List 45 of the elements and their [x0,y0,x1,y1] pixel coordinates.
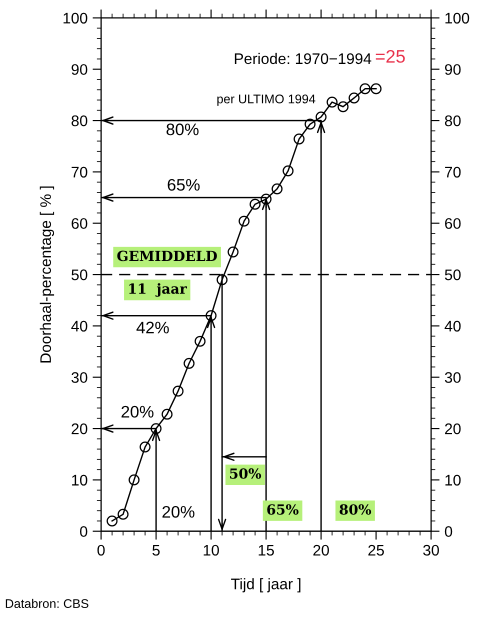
y2-tick-label: 20 [445,423,461,434]
y-tick-label: 20 [72,423,88,434]
annotation: 42% [136,322,169,334]
y-tick-label: 90 [72,64,88,75]
y2-tick-label: 100 [445,12,470,24]
y2-tick-label: 90 [444,64,461,75]
y2-tick-label: 60 [445,218,461,229]
text: Databron: CBS [6,598,88,608]
annotation: 80% [340,504,372,515]
y2-tick-label: 80 [444,115,461,126]
y2-tick-label: 70 [445,166,461,178]
y-tick-label: 60 [72,218,88,229]
y-axis-title: Doorhaal-percentage [ % ] [40,186,54,362]
y-tick-label: 0 [80,526,88,537]
x-axis-title: Tijd [ jaar ] [231,578,300,592]
y2-tick-label: 40 [444,320,461,332]
y2-tick-label: 30 [444,372,461,383]
y2-tick-label: 50 [444,269,461,280]
annotation: per ULTIMO 1994 [217,94,316,106]
annotation: GEMIDDELD [117,250,217,262]
y-tick-label: 70 [72,166,88,178]
annotation: 50% [230,468,262,479]
y-tick-label: 80 [72,115,88,126]
y2-tick-label: 10 [445,474,461,486]
x-tick-label: 0 [97,544,105,556]
annotation: 80% [166,124,199,136]
annotation: 20% [122,406,154,418]
x-tick-label: 5 [152,544,160,556]
x-tick-label: 30 [423,544,439,556]
y-tick-label: 30 [71,372,88,383]
x-tick-label: 10 [204,544,219,556]
y-tick-label: 100 [64,12,88,24]
annotation: =25 [376,50,405,63]
annotation: 65% [267,504,299,515]
x-tick-label: 25 [368,544,384,556]
annotation: 11 jaar [129,283,187,297]
y-tick-label: 50 [72,269,88,280]
y-tick-label: 40 [71,320,88,332]
y-tick-label: 10 [72,474,88,486]
annotation: 65% [168,178,200,191]
x-tick-label: 20 [313,544,329,556]
annotation: Periode: 1970−1994 [234,52,372,64]
x-tick-label: 15 [258,544,274,556]
y2-tick-label: 0 [444,526,452,537]
annotation: 20% [162,506,194,518]
